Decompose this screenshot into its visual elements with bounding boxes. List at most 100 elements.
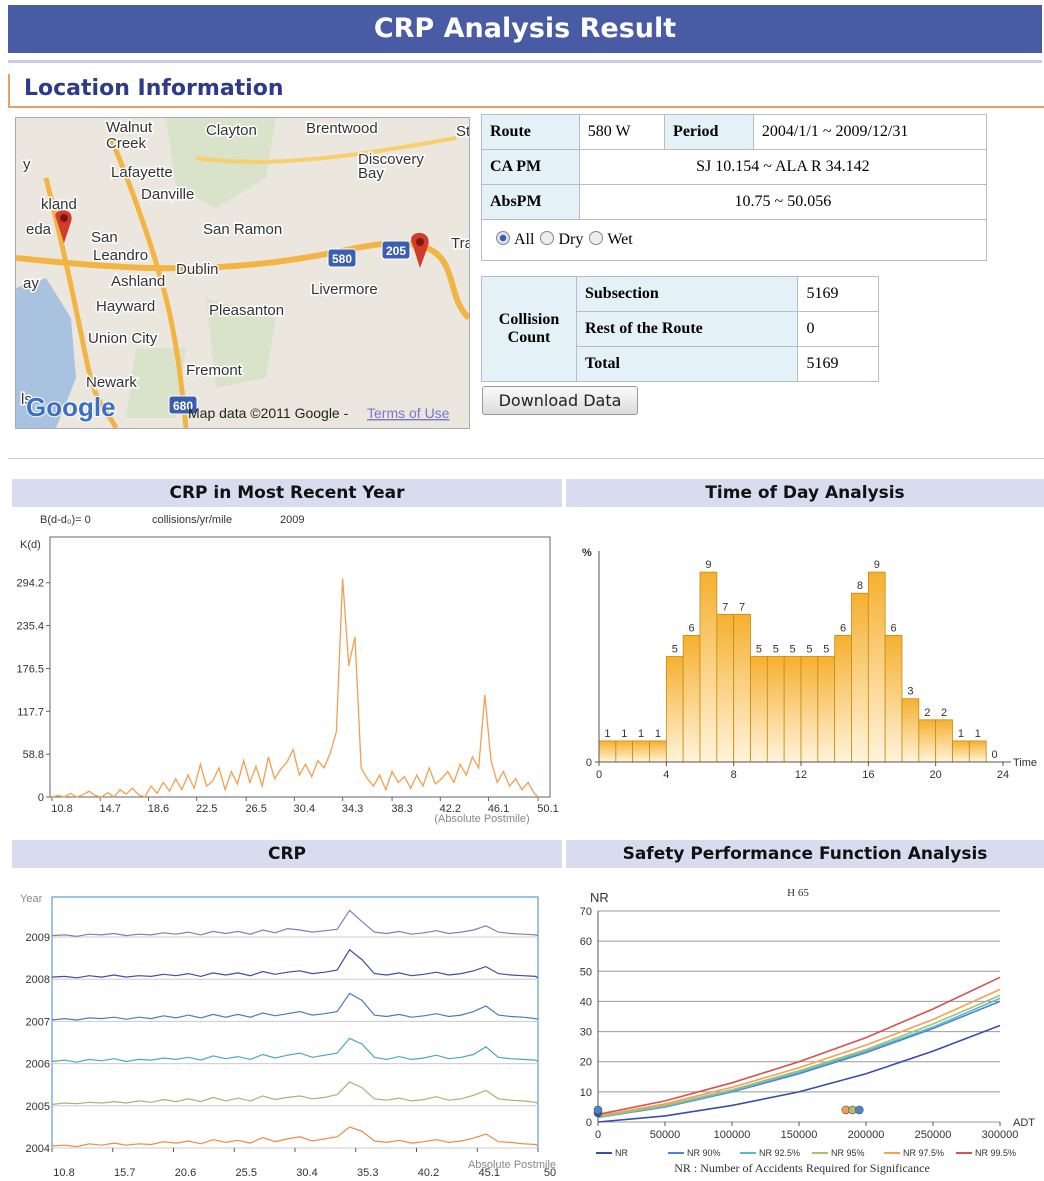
map-label: Hayward — [96, 298, 155, 315]
x-tick-label: 46.1 — [488, 803, 509, 815]
map-label: y — [23, 156, 31, 173]
y-axis-label: NR — [590, 890, 609, 905]
chart: H 65NRADT0102030405060700500001000001500… — [566, 870, 1044, 1181]
radio-label[interactable]: Dry — [558, 231, 583, 248]
value-label: 5 — [756, 644, 762, 656]
legend-label: NR 90% — [687, 1148, 721, 1158]
data-line — [52, 1038, 538, 1062]
value-label: 1 — [655, 728, 661, 740]
data-line — [598, 977, 1000, 1114]
x-tick-label: 30.4 — [294, 803, 315, 815]
bar — [818, 657, 835, 763]
x-tick-label: 20.6 — [175, 1167, 196, 1179]
value-label: 6 — [689, 622, 695, 634]
value-label: 5 — [672, 644, 678, 656]
page-header: CRP Analysis Result — [8, 5, 1042, 53]
radio-label[interactable]: Wet — [607, 231, 632, 248]
legend-label: NR 99.5% — [975, 1148, 1016, 1158]
x-tick-label: 100000 — [714, 1129, 751, 1141]
cell: 5169 — [798, 277, 879, 312]
value-label: 2 — [924, 707, 930, 719]
y-tick-label: 235.4 — [16, 621, 44, 633]
x-tick-label: 38.3 — [391, 803, 412, 815]
bar — [616, 741, 633, 762]
map-label: Clayton — [206, 122, 257, 139]
value-label: 5 — [773, 644, 779, 656]
y-tick-label: 2009 — [26, 932, 50, 944]
map-label: Trac — [451, 235, 469, 252]
value-label: 1 — [975, 728, 981, 740]
bar — [852, 593, 869, 762]
data-line — [52, 993, 538, 1020]
bar — [666, 657, 683, 763]
route-shield-label: 205 — [386, 244, 406, 258]
chart: B(d-d₀)= 0collisions/yr/mile2009K(d)(Abs… — [12, 510, 562, 830]
x-axis-label: ADT — [1013, 1117, 1035, 1129]
cell-label: Period — [665, 115, 754, 150]
y-tick-label: 176.5 — [16, 663, 44, 675]
value-label: 1 — [621, 728, 627, 740]
bar — [599, 741, 616, 762]
x-tick-label: 12 — [795, 769, 807, 781]
data-point — [594, 1106, 602, 1114]
bar — [953, 741, 970, 762]
data-line — [598, 1001, 1000, 1117]
divider — [8, 60, 1042, 63]
cell-label: CA PM — [482, 150, 580, 185]
cell-label: Subsection — [577, 277, 798, 312]
cell-label: Route — [482, 115, 580, 150]
panel-title: Time of Day Analysis — [566, 479, 1044, 507]
value-label: 2 — [941, 707, 947, 719]
x-tick-label: 26.5 — [245, 803, 266, 815]
y-tick-label: 2005 — [26, 1101, 50, 1113]
bar — [700, 572, 717, 762]
x-tick-label: 150000 — [781, 1129, 818, 1141]
x-tick-label: 45.1 — [479, 1167, 500, 1179]
data-line — [598, 989, 1000, 1116]
map[interactable]: WalnutCreekClaytonBrentwoodStoyLafayette… — [15, 117, 470, 429]
bar — [885, 635, 902, 762]
radio-label[interactable]: All — [514, 231, 534, 248]
x-tick-label: 24 — [997, 769, 1009, 781]
y-tick-label: 2007 — [26, 1016, 50, 1028]
bar — [969, 741, 986, 762]
x-axis-label: Time — [1013, 757, 1037, 769]
y-tick-label: 60 — [580, 936, 592, 948]
bar — [650, 741, 667, 762]
y-tick-label: 117.7 — [17, 706, 44, 718]
x-tick-label: 25.5 — [236, 1167, 257, 1179]
map-label: Fremont — [186, 362, 243, 379]
y-tick-label: 40 — [580, 996, 592, 1008]
value-label: 6 — [840, 622, 846, 634]
bar — [767, 657, 784, 763]
radio-button[interactable] — [589, 231, 603, 245]
download-button[interactable]: Download Data — [482, 386, 638, 415]
data-line — [598, 995, 1000, 1116]
cell: 0 — [798, 312, 879, 347]
data-line — [52, 1082, 538, 1104]
chart: YearAbsolute Postmile2009200820072006200… — [12, 870, 562, 1181]
data-line — [52, 1127, 538, 1147]
value-label: 0 — [992, 749, 998, 761]
divider — [8, 458, 1044, 459]
map-pin-dot — [60, 214, 68, 222]
value-label: 8 — [857, 580, 863, 592]
radio-button[interactable] — [540, 231, 554, 245]
x-tick-label: 50000 — [650, 1129, 681, 1141]
y-tick-label: 10 — [580, 1087, 592, 1099]
radio-button[interactable] — [496, 231, 510, 245]
value-label: 1 — [604, 728, 610, 740]
value-label: 7 — [739, 601, 745, 613]
bar — [784, 657, 801, 763]
bar — [683, 635, 700, 762]
map-logo: Google — [26, 392, 116, 422]
value-label: 1 — [638, 728, 644, 740]
map-terms-link[interactable]: Terms of Use — [367, 405, 450, 421]
y-tick-label: 2008 — [26, 974, 50, 986]
plot-frame — [52, 897, 538, 1148]
x-tick-label: 20 — [930, 769, 942, 781]
annotation: 2009 — [280, 514, 304, 526]
page: { "header": {"title": "CRP Analysis Resu… — [0, 0, 1044, 1181]
x-tick-label: 0 — [595, 1129, 601, 1141]
map-label: Livermore — [311, 281, 378, 298]
